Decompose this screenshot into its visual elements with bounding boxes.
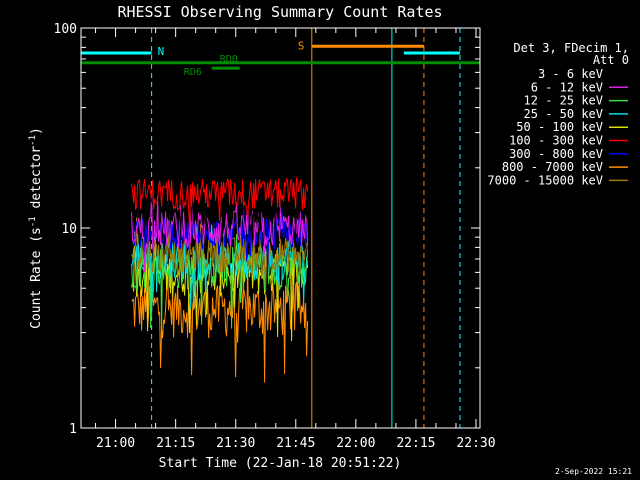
- saa-label: S: [298, 39, 305, 52]
- x-tick-label-5: 22:15: [396, 436, 435, 451]
- x-axis-label: Start Time (22-Jan-18 20:51:22): [159, 456, 402, 471]
- x-tick-label-0: 21:00: [96, 436, 135, 451]
- series-line-5: [131, 177, 309, 228]
- legend-label-1: 6 - 12 keV: [531, 80, 603, 94]
- y-tick-label-0: 1: [69, 422, 77, 437]
- x-tick-label-1: 21:15: [156, 436, 195, 451]
- legend-label-7: 800 - 7000 keV: [502, 160, 603, 174]
- legend-label-8: 7000 - 15000 keV: [487, 173, 603, 187]
- plot-area: N S RD0 RD6: [80, 28, 480, 428]
- footer-date: 2-Sep-2022 15:21: [555, 467, 632, 476]
- rd0-label: RD0: [220, 54, 238, 65]
- rd6-label: RD6: [184, 67, 202, 78]
- series-line-0: [131, 174, 309, 242]
- legend-label-3: 25 - 50 keV: [524, 107, 603, 121]
- x-tick-label-4: 22:00: [336, 436, 375, 451]
- y-axis-label-mid: detector: [29, 146, 44, 217]
- legend-label-5: 100 - 300 keV: [509, 134, 603, 148]
- y-axis-label-sup1: -1: [28, 216, 38, 227]
- y-axis-label-sup2: -1: [28, 135, 38, 146]
- chart-title: RHESSI Observing Summary Count Rates: [117, 3, 442, 21]
- legend-header-line2: Att 0: [593, 53, 629, 67]
- series-line-8: [131, 217, 309, 293]
- series-line-1: [131, 189, 309, 273]
- y-tick-label-2: 100: [54, 22, 77, 37]
- legend-label-2: 12 - 25 keV: [524, 94, 603, 108]
- legend-label-0: 3 - 6 keV: [538, 67, 603, 81]
- y-axis-label-end: ): [29, 127, 44, 135]
- x-tick-label-2: 21:30: [216, 436, 255, 451]
- night-label: N: [158, 45, 165, 58]
- x-tick-label-3: 21:45: [276, 436, 315, 451]
- legend-header-line1: Det 3, FDecim 1,: [513, 41, 629, 55]
- y-axis-label-main: Count Rate (s: [29, 227, 44, 329]
- legend-label-4: 50 - 100 keV: [516, 120, 603, 134]
- y-axis-label: Count Rate (s-1 detector-1): [28, 127, 44, 329]
- x-tick-label-6: 22:30: [456, 436, 495, 451]
- y-tick-label-1: 10: [61, 222, 77, 237]
- axes: 21:00 21:15 21:30 21:45 22:00 22:15 22:30 1 10 10…: [54, 22, 496, 451]
- legend-label-6: 300 - 800 keV: [509, 147, 603, 161]
